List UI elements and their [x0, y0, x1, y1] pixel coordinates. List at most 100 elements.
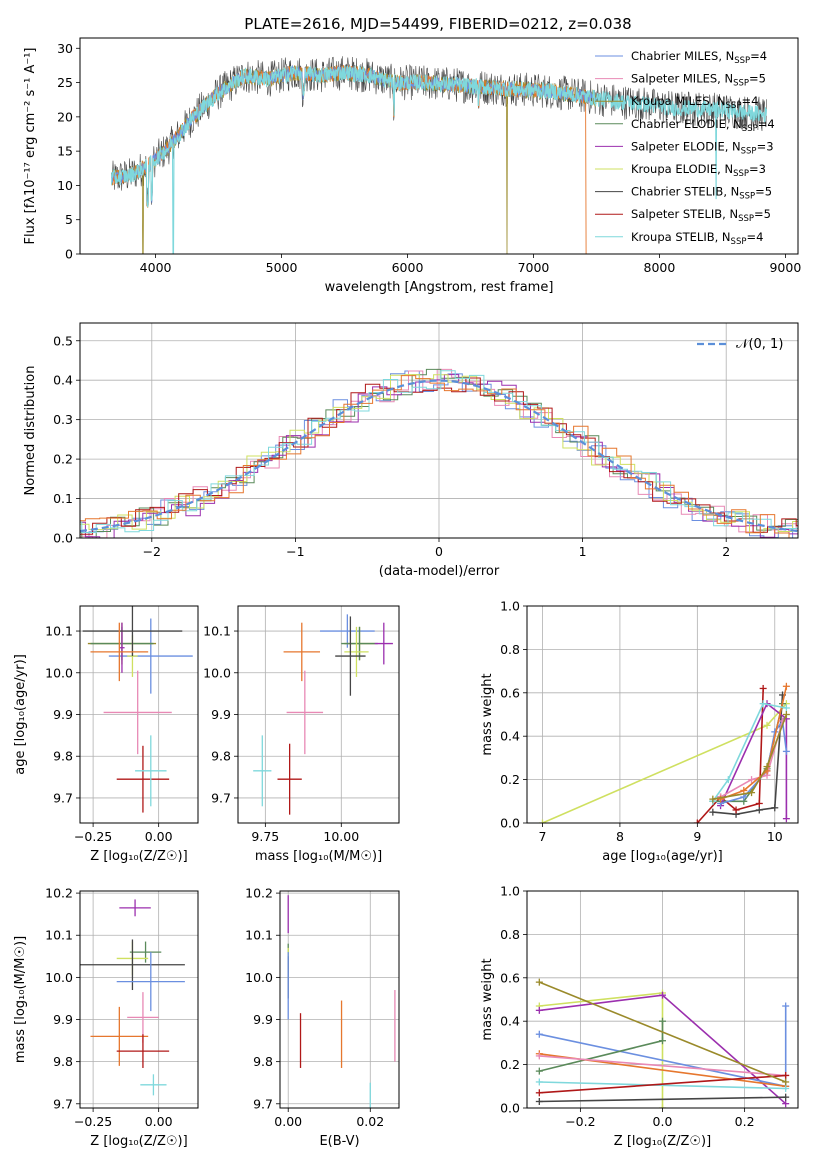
legend-entry: Salpeter ELODIE, NSSP=3	[631, 139, 774, 156]
x-axis-label: Z [log₁₀(Z/Z☉)]	[90, 849, 187, 864]
mass-weight-line	[539, 1074, 786, 1094]
mass-weight-line	[539, 1055, 786, 1077]
age_vs_mass-panel: 9.75 10.00 9.7 9.8 9.9 10.0 10.1 mass [log₁₀(M/…	[203, 605, 400, 864]
y-tick-label: 10.1	[245, 928, 273, 943]
axes-frame	[79, 322, 799, 539]
mass-weight-marker	[535, 1006, 543, 1014]
mass-weight-marker	[782, 1078, 790, 1086]
gaussian-curve	[80, 379, 798, 533]
residual-histogram	[80, 374, 798, 538]
axes-frame	[79, 605, 199, 824]
age_vs_Z-panel: −0.25 0.00 9.7 9.8 9.9 10.0 10.1 Z [log₁₀(Z/Z☉)…	[13, 605, 199, 864]
mass_vs_EBV-panel: 0.00 0.02 9.7 9.8 9.9 10.0 10.1 10.2 E(B-V)	[245, 886, 400, 1149]
y-tick-label: 0.0	[500, 1101, 520, 1116]
errorbar-point	[135, 735, 167, 807]
y-tick-label: 10.2	[245, 886, 273, 901]
y-axis-label: mass weight	[480, 958, 495, 1040]
y-tick-label: 0.2	[53, 452, 73, 467]
x-tick-label: 4000	[140, 260, 172, 275]
legend-entry: Kroupa STELIB, NSSP=4	[631, 230, 763, 247]
errorbar-point	[374, 622, 393, 665]
mass-weight-line	[719, 702, 788, 819]
mass-weight-line	[538, 981, 787, 1083]
errorbar-point	[82, 606, 183, 657]
residual-histogram	[80, 368, 798, 538]
errorbar-point	[116, 952, 185, 1012]
x-tick-label: 0.00	[274, 1114, 302, 1129]
x-tick-label: 0	[435, 544, 443, 559]
mass-weight-marker	[732, 806, 740, 814]
mass-weight-marker	[763, 721, 771, 729]
y-tick-label: 9.7	[211, 790, 231, 805]
mass-weight-marker	[538, 819, 546, 823]
mass-weight-marker	[535, 1052, 543, 1060]
mass-weight-line	[712, 702, 787, 802]
errorbar-point	[119, 899, 151, 917]
spectrum-panel: 4000 5000 6000 7000 8000 9000 0 5 10 15 20 25 30 wave…	[23, 37, 801, 295]
mass-weight-marker	[659, 1017, 666, 1025]
y-tick-label: 9.9	[53, 707, 73, 722]
legend-entry: Kroupa MILES, NSSP=4	[631, 94, 758, 111]
residuals-panel: −2 −1 0 1 2 0.0 0.1 0.2 0.3 0.4 0.5 (data-model)/er…	[23, 322, 799, 579]
y-tick-label: 0.0	[53, 531, 73, 546]
axes-frame	[279, 890, 400, 1109]
mw_vs_age-panel: 7 8 9 10 0.0 0.2 0.4 0.6 0.8 1.0 age [log₁₀(age/yr…	[480, 599, 799, 864]
residual-histogram	[80, 375, 798, 538]
legend-entry: Chabrier MILES, NSSP=4	[631, 49, 767, 66]
errorbar-point	[90, 622, 149, 682]
y-tick-label: 10.0	[245, 970, 273, 985]
y-tick-label: 15	[57, 144, 73, 159]
y-tick-label: 0.6	[500, 685, 520, 700]
y-tick-label: 10.0	[45, 665, 73, 680]
y-tick-label: 0.3	[53, 412, 73, 427]
mass-weight-line	[542, 703, 787, 823]
y-tick-label: 9.8	[53, 749, 73, 764]
y-tick-label: 0.0	[500, 816, 520, 831]
mw_vs_Z-panel: −0.2 0.0 0.2 0.0 0.2 0.4 0.6 0.8 1.0 Z [log₁₀(Z/Z…	[480, 884, 799, 1149]
errorbar-point	[320, 614, 375, 648]
y-tick-label: 20	[57, 109, 73, 124]
legend-entry: Chabrier STELIB, NSSP=5	[631, 185, 772, 202]
x-tick-label: 7000	[518, 260, 550, 275]
mass_vs_Z-panel: −0.25 0.00 9.7 9.8 9.9 10.0 10.1 10.2 Z [log₁₀(Z…	[13, 886, 199, 1149]
errorbar-point	[90, 1006, 149, 1066]
legend-entry: Salpeter MILES, NSSP=5	[631, 72, 766, 89]
y-tick-label: 0.6	[500, 970, 520, 985]
mass-weight-marker	[709, 808, 717, 816]
y-tick-label: 9.9	[53, 1012, 73, 1027]
errorbar-point	[277, 743, 302, 815]
errorbar-point	[283, 622, 321, 682]
errorbar-point	[341, 626, 378, 661]
y-tick-label: 0.5	[53, 333, 73, 348]
y-tick-label: 9.8	[53, 1054, 73, 1069]
axes-frame	[79, 37, 799, 255]
mass-weight-marker	[748, 789, 756, 797]
errorbar-point	[335, 616, 366, 696]
y-tick-label: 9.9	[211, 707, 231, 722]
x-tick-label: 6000	[392, 260, 424, 275]
y-tick-label: 10.1	[45, 928, 73, 943]
mass-weight-marker	[659, 991, 666, 999]
x-tick-label: −0.25	[74, 1114, 112, 1129]
spectrum-legend: Chabrier MILES, NSSP=4 Salpeter MILES, NS…	[595, 49, 775, 247]
mass-weight-marker	[771, 804, 779, 812]
x-tick-label: 2	[722, 544, 730, 559]
y-tick-label: 0.2	[500, 772, 520, 787]
x-tick-label: 9.75	[251, 829, 279, 844]
mw_vs_Z-marks	[535, 978, 790, 1108]
legend-entry: Chabrier ELODIE, NSSP=4	[631, 117, 775, 134]
mass-weight-marker	[782, 1071, 790, 1079]
errorbar-point	[80, 939, 185, 991]
mass-weight-marker	[755, 799, 763, 807]
mass-weight-line	[539, 1096, 786, 1103]
mass-weight-marker	[782, 682, 790, 690]
y-tick-label: 0.4	[500, 729, 520, 744]
mass-weight-marker	[782, 815, 790, 823]
mass-weight-marker	[535, 1089, 543, 1097]
errorbar-point	[140, 1074, 167, 1096]
x-tick-label: −0.25	[74, 829, 112, 844]
errorbar-point	[286, 670, 324, 755]
x-axis-label: mass [log₁₀(M/M☉)]	[255, 849, 382, 864]
y-tick-label: 0.4	[500, 1014, 520, 1029]
x-tick-label: −1	[286, 544, 304, 559]
